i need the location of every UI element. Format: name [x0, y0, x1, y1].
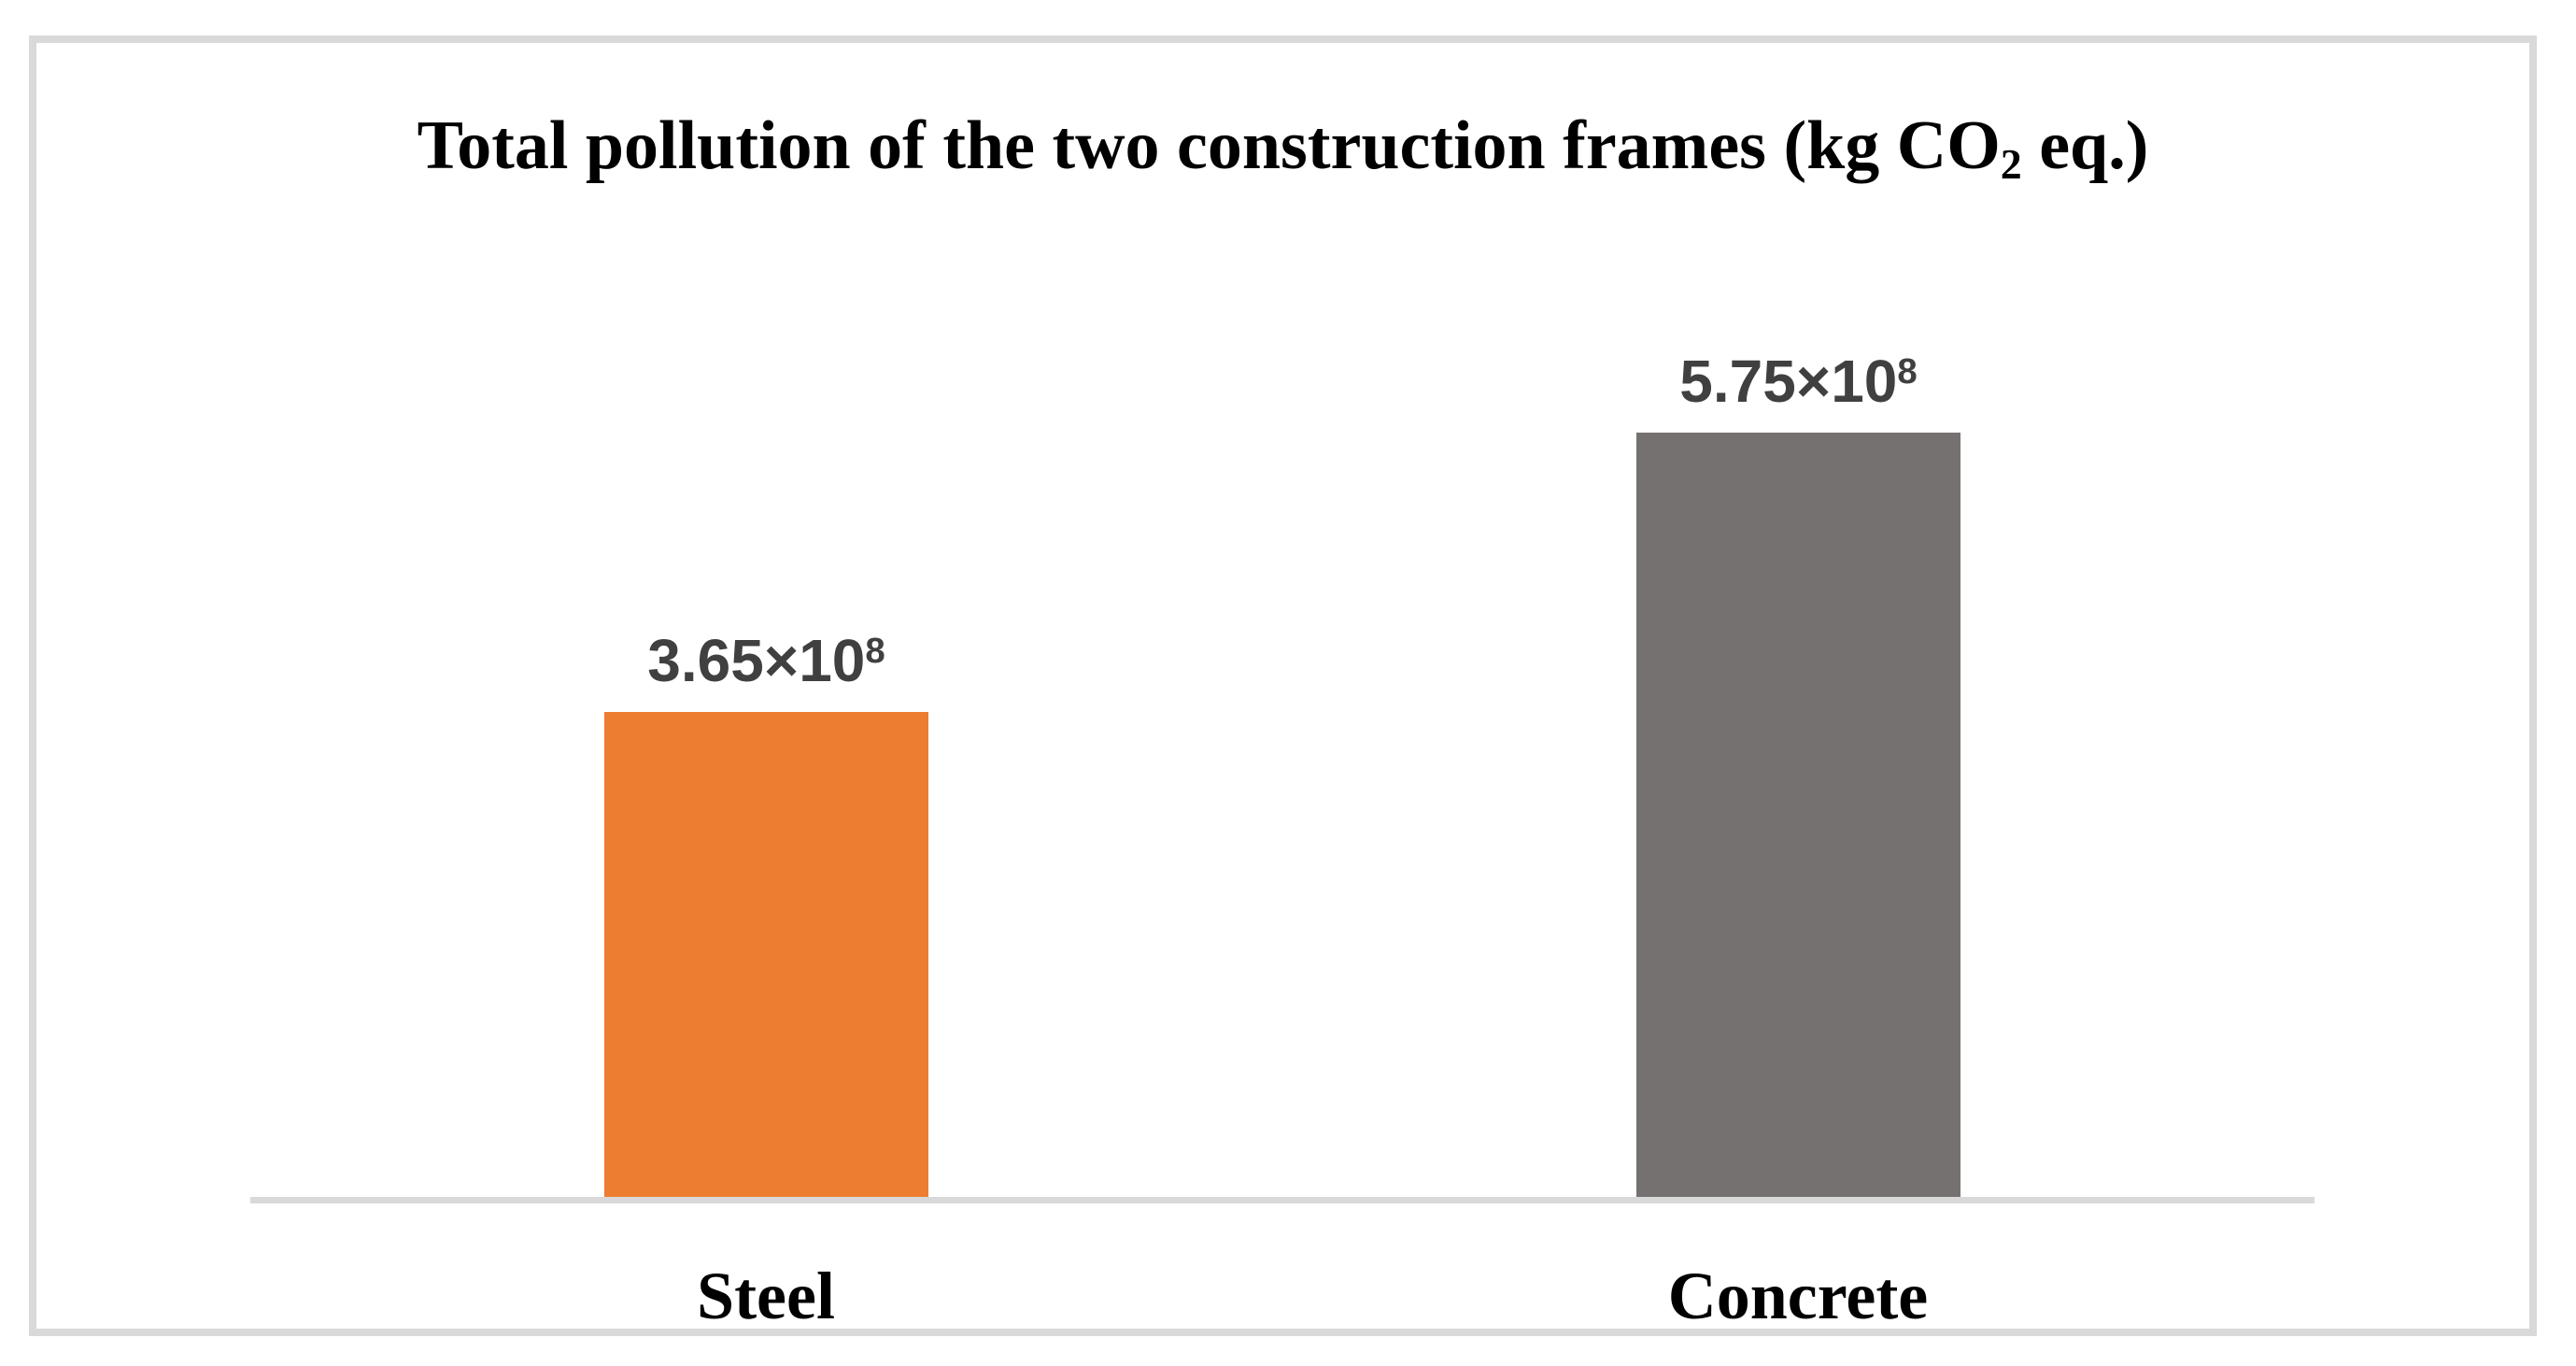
chart-title-text: Total pollution of the two construction …	[417, 107, 2001, 184]
data-label-concrete-exponent: 8	[1897, 350, 1918, 391]
data-label-steel-exponent: 8	[865, 630, 885, 671]
x-axis-line	[250, 1197, 2314, 1203]
bar-concrete	[1636, 433, 1960, 1197]
bar-group-concrete: 5.75×108	[1636, 347, 1960, 1197]
data-label-steel-mantissa: 3.65×10	[647, 626, 866, 694]
plot-area: Total pollution of the two construction …	[36, 43, 2529, 1333]
chart-frame: Total pollution of the two construction …	[29, 36, 2537, 1336]
category-label-concrete: Concrete	[1667, 1259, 1929, 1333]
bar-group-steel: 3.65×108	[604, 626, 928, 1197]
chart-title-suffix: eq.)	[2021, 107, 2149, 184]
data-label-concrete: 5.75×108	[1679, 347, 1918, 415]
data-label-concrete-mantissa: 5.75×10	[1679, 347, 1898, 415]
chart-title-subscript: 2	[2000, 140, 2022, 189]
chart-title: Total pollution of the two construction …	[36, 107, 2529, 189]
category-label-steel: Steel	[697, 1259, 835, 1333]
data-label-steel: 3.65×108	[647, 626, 885, 694]
bar-steel	[604, 712, 928, 1197]
